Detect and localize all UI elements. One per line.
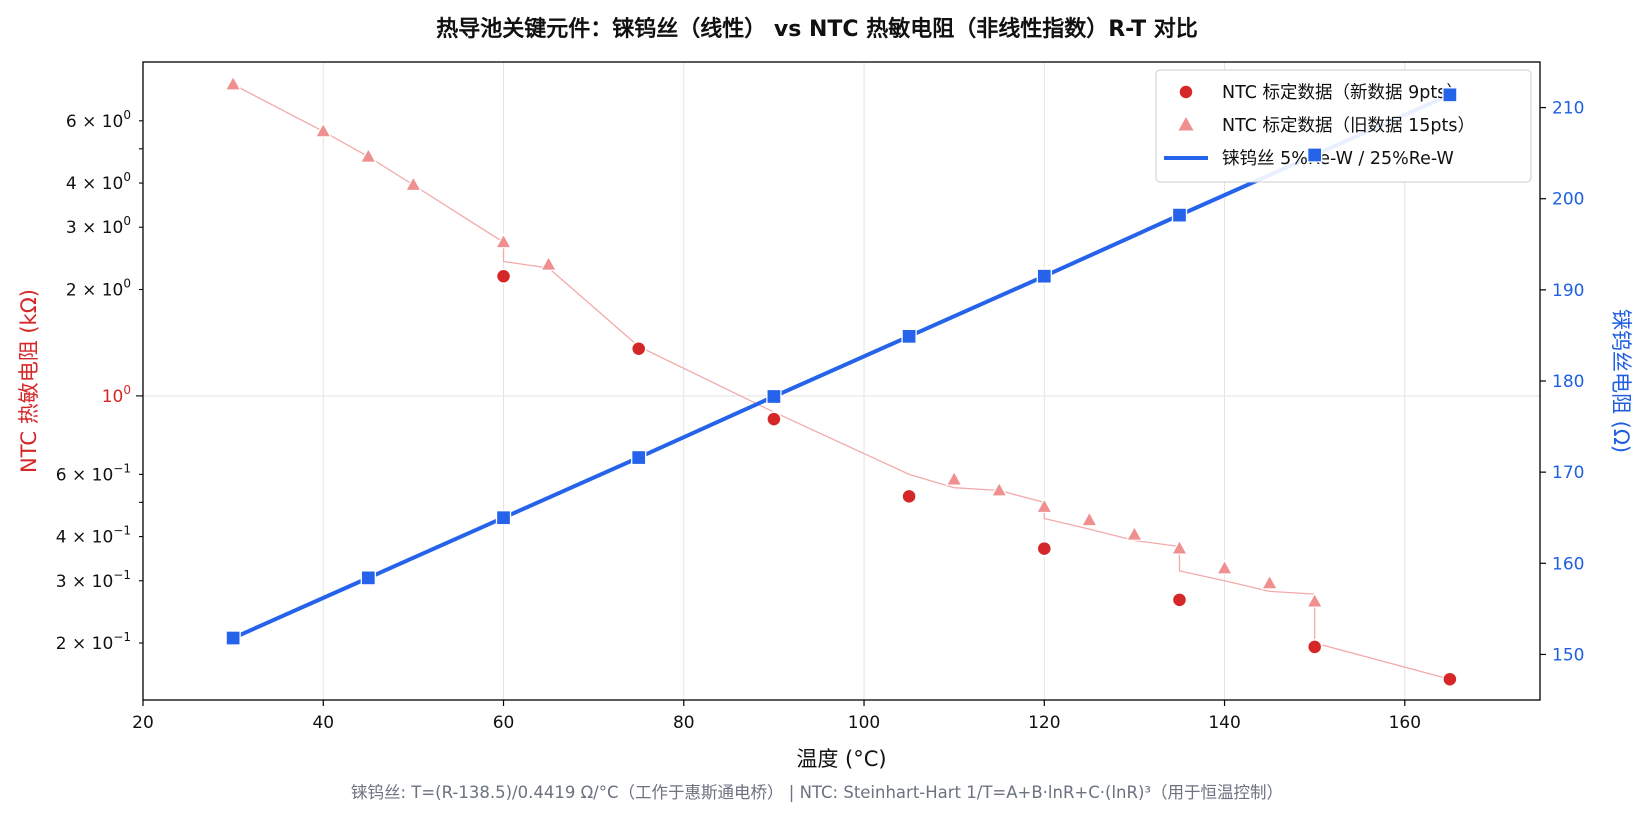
y-left-tick-label: 4 × 100 — [66, 170, 131, 194]
legend-marker-circle — [1178, 84, 1194, 100]
y-right-tick-label: 180 — [1552, 372, 1584, 392]
y-left-tick-label: 100 — [102, 383, 131, 407]
y-right-tick-label: 190 — [1552, 281, 1584, 301]
rew-point — [1036, 268, 1052, 284]
rew-line — [232, 92, 1451, 640]
y-axis-left: 6 × 100 4 × 100 3 × 100 2 × 100 100 6 × 10−1 4… — [56, 108, 143, 654]
ntc-old-point — [1261, 574, 1279, 590]
ntc-old-point — [945, 470, 963, 486]
rew-point — [495, 510, 512, 526]
x-tick-label: 160 — [1389, 713, 1421, 733]
x-tick-label: 140 — [1208, 713, 1240, 733]
chart-title: 热导池关键元件：铼钨丝（线性） vs NTC 热敏电阻（非线性指数）R-T 对比 — [436, 16, 1197, 42]
ntc-new-point — [1442, 671, 1458, 687]
rew-point — [631, 449, 647, 466]
y-axis-left-label: NTC 热敏电阻 (kΩ) — [17, 289, 41, 473]
ntc-new-point — [1171, 592, 1188, 608]
ntc-old-point — [224, 75, 242, 91]
y-right-tick-label: 160 — [1552, 554, 1584, 574]
ntc-old-point — [1216, 559, 1234, 575]
ntc-old-point — [990, 481, 1008, 497]
x-tick-label: 60 — [493, 713, 515, 733]
y-axis-right-label: 铼钨丝电阻 (Ω) — [1609, 309, 1633, 453]
ntc-old-point — [1080, 510, 1098, 527]
rew-point — [766, 388, 782, 405]
legend-box — [1155, 69, 1532, 183]
legend: NTC 标定数据（新数据 9pts） NTC 标定数据（旧数据 15pts） 铼钨丝… — [1155, 69, 1532, 183]
ntc-new-point — [1036, 540, 1053, 557]
x-tick-label: 20 — [132, 713, 154, 733]
y-left-tick-label: 4 × 10−1 — [56, 524, 131, 548]
rew-point — [225, 630, 241, 646]
legend-label: NTC 标定数据（旧数据 15pts） — [1222, 116, 1475, 136]
y-right-tick-label: 170 — [1552, 463, 1584, 483]
ntc-old-point — [1125, 525, 1143, 541]
footnote: 铼钨丝: T=(R-138.5)/0.4419 Ω/°C（工作于惠斯通电桥） |… — [351, 783, 1283, 802]
rew-point — [1442, 87, 1458, 103]
x-tick-label: 40 — [312, 713, 334, 733]
y-left-tick-label: 3 × 10−1 — [56, 568, 131, 592]
y-left-tick-label: 6 × 10−1 — [56, 461, 131, 485]
plot-markers — [224, 75, 1458, 687]
y-right-tick-label: 200 — [1552, 190, 1584, 210]
y-left-tick-label: 2 × 100 — [66, 276, 131, 300]
legend-marker-triangle — [1178, 117, 1194, 131]
ntc-old-point — [540, 255, 558, 271]
x-axis-label: 温度 (°C) — [796, 747, 886, 771]
rew-point — [360, 570, 376, 586]
rew-point — [1307, 147, 1323, 163]
legend-label: 铼钨丝 5%Re-W / 25%Re-W — [1222, 149, 1454, 169]
ntc-old-point — [314, 122, 332, 138]
ntc-old-point — [359, 147, 377, 163]
rew-point — [1171, 207, 1188, 223]
y-left-tick-label: 2 × 10−1 — [56, 630, 131, 654]
y-right-tick-label: 210 — [1552, 99, 1584, 119]
ntc-old-point — [494, 233, 513, 249]
y-axis-right: 150 160 170 180 190 200 210 — [1540, 99, 1584, 665]
rew-markers — [225, 87, 1458, 646]
ntc-new-point — [630, 340, 647, 357]
ntc-old-point — [404, 175, 422, 192]
x-tick-label: 100 — [848, 713, 880, 733]
rew-point — [901, 328, 917, 344]
ntc-new-point — [1306, 639, 1323, 655]
ntc-new-point — [766, 411, 782, 427]
legend-label: NTC 标定数据（新数据 9pts） — [1222, 83, 1464, 103]
ntc-new-point — [901, 488, 917, 505]
ntc-old-point — [1035, 497, 1053, 514]
x-tick-label: 120 — [1028, 713, 1060, 733]
ntc-old-point — [1306, 592, 1324, 608]
y-right-tick-label: 150 — [1552, 645, 1584, 665]
x-tick-label: 80 — [673, 713, 695, 733]
ntc-old-point — [1170, 539, 1189, 555]
y-left-tick-label: 6 × 100 — [66, 108, 131, 132]
y-left-tick-label: 3 × 100 — [66, 214, 131, 238]
ntc-new-point — [495, 268, 512, 285]
x-axis: 20 40 60 80 100 120 140 160 — [132, 700, 1421, 733]
